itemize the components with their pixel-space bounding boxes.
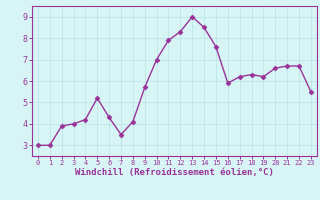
X-axis label: Windchill (Refroidissement éolien,°C): Windchill (Refroidissement éolien,°C) bbox=[75, 168, 274, 177]
